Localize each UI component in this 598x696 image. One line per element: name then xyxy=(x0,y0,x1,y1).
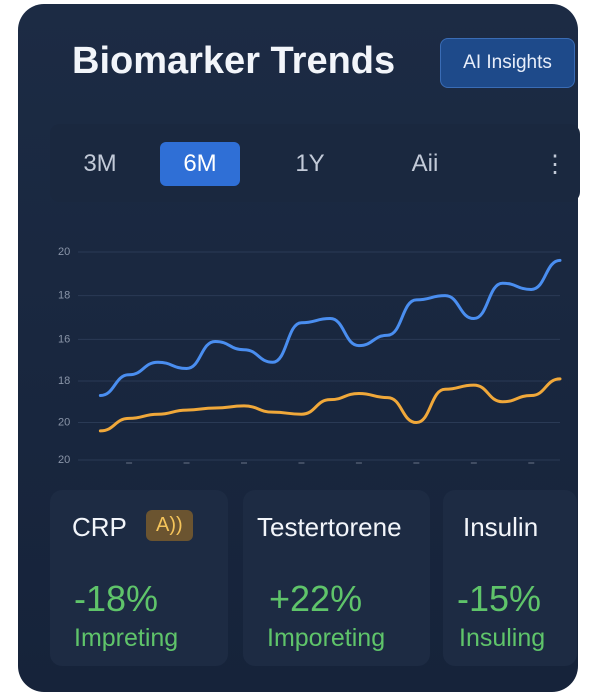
tab[interactable]: 1Y xyxy=(295,150,325,177)
y-tick-label: 20 xyxy=(58,416,70,428)
metric-title: Testertorene xyxy=(257,512,402,542)
y-tick-label: 16 xyxy=(58,333,70,345)
y-tick-label: 20 xyxy=(58,454,70,466)
tab[interactable]: 6M xyxy=(160,142,240,186)
metric-status: Impreting xyxy=(74,624,179,652)
tab[interactable]: Aii xyxy=(411,150,439,177)
tab[interactable]: 3M xyxy=(83,150,117,177)
metric-change: -15% xyxy=(457,578,542,619)
y-tick-label: 18 xyxy=(58,375,70,387)
ai-button[interactable]: AI Insights xyxy=(440,38,575,88)
metric-change: -18% xyxy=(74,578,159,619)
y-tick-label: 20 xyxy=(58,246,70,258)
metric-card[interactable]: Testertorene +22% Imporeting xyxy=(243,490,430,666)
menu[interactable]: ⋮ xyxy=(543,150,567,178)
metric-status: Imporeting xyxy=(267,624,386,652)
metric-title: Insulin xyxy=(463,512,539,542)
metric-status: Insuling xyxy=(459,624,546,652)
series-line xyxy=(98,377,562,433)
metric-card[interactable]: Insulin -15% Insuling xyxy=(443,490,577,666)
metric-change: +22% xyxy=(269,578,363,619)
y-tick-label: 18 xyxy=(58,290,70,302)
series-line xyxy=(98,258,562,398)
title: Biomarker Trends xyxy=(72,40,396,82)
metric-card[interactable]: CRP A)) -18% Impreting xyxy=(50,490,228,666)
metric-title: CRP xyxy=(72,512,127,542)
badge: A)) xyxy=(146,510,193,541)
tab-bar xyxy=(50,124,580,202)
chart: 20 18 16 18 20 20 xyxy=(58,246,562,466)
